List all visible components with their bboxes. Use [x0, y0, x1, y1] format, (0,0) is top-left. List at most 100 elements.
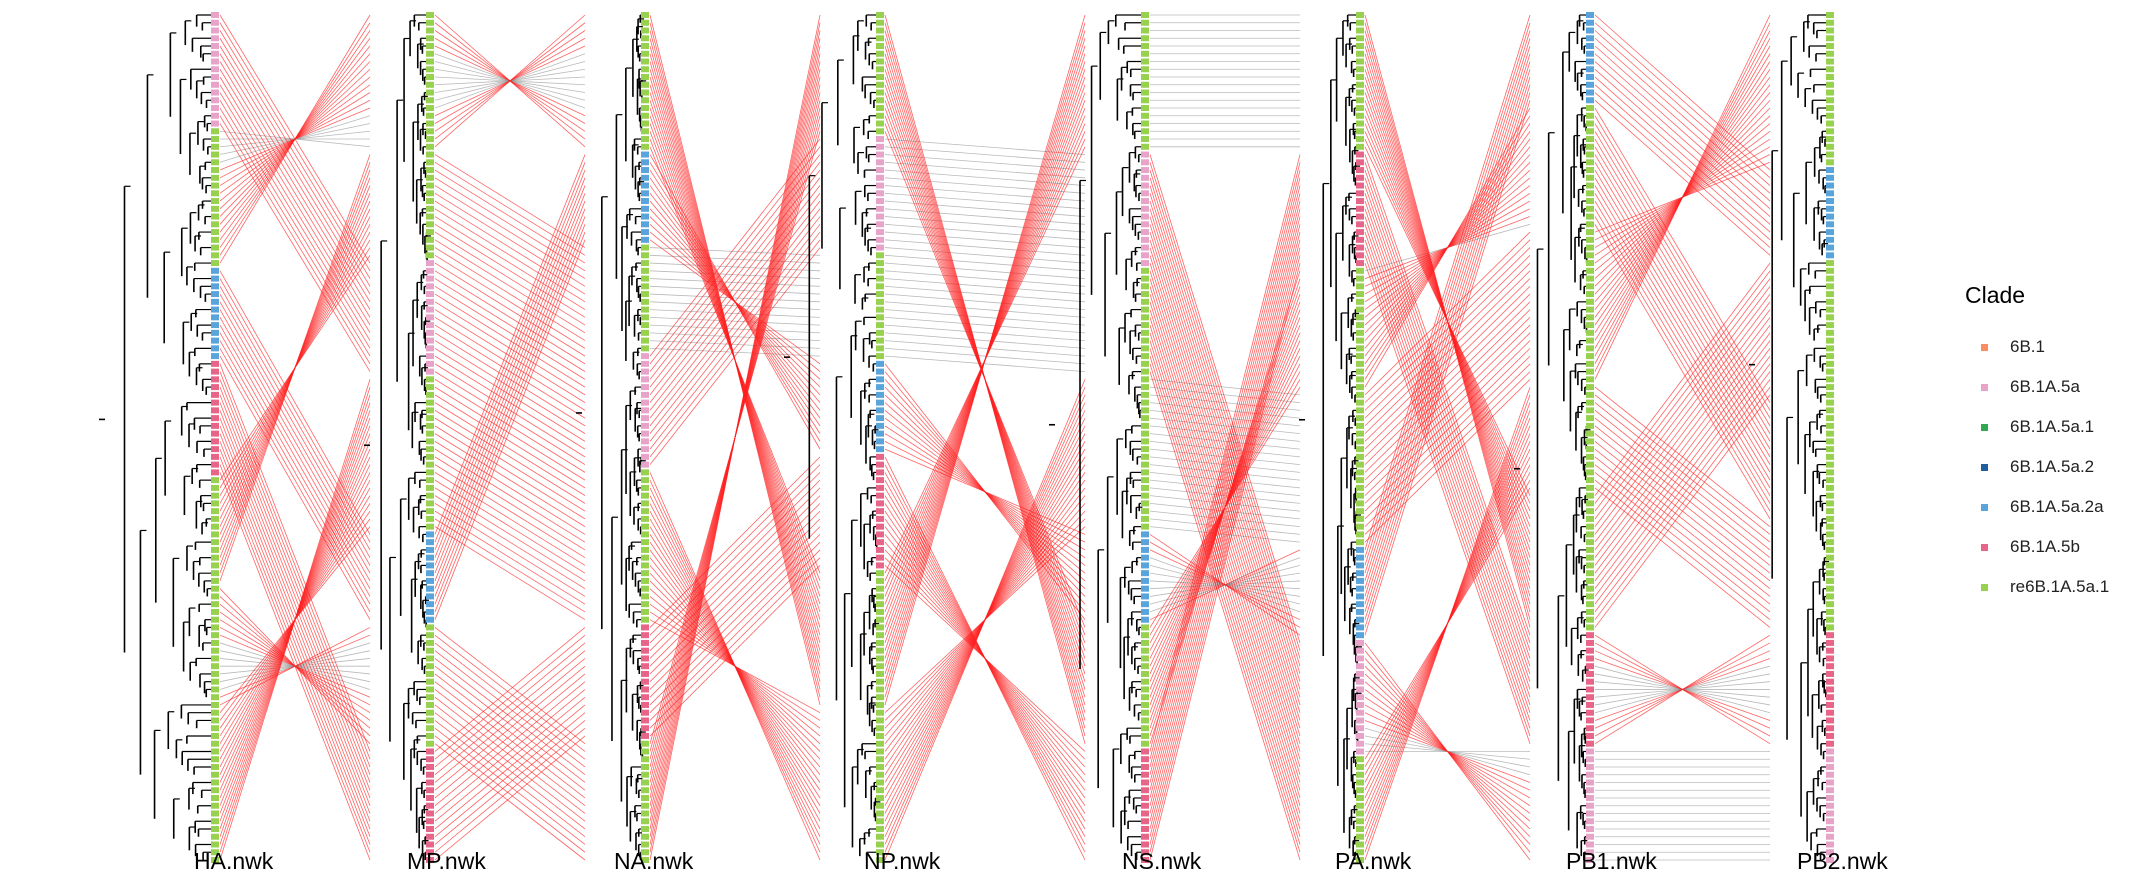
tip-marker — [1826, 833, 1834, 840]
tip-marker — [876, 353, 884, 360]
tip-marker — [641, 810, 649, 817]
tip-marker — [876, 105, 884, 112]
tip-marker — [876, 252, 884, 259]
tip-marker — [1826, 260, 1834, 267]
tip-marker — [1141, 105, 1149, 112]
tip-marker — [876, 415, 884, 422]
tip-marker — [641, 205, 649, 212]
tip-marker — [1826, 608, 1834, 615]
tip-marker — [641, 601, 649, 608]
tip-marker — [1141, 794, 1149, 801]
tip-marker — [1141, 686, 1149, 693]
tip-marker — [1141, 267, 1149, 274]
tip-marker — [211, 74, 219, 81]
tip-marker — [426, 717, 434, 724]
tip-marker — [876, 546, 884, 553]
tip-marker — [211, 422, 219, 429]
tip-marker — [211, 554, 219, 561]
tip-marker — [426, 678, 434, 685]
tip-marker — [876, 128, 884, 135]
tip-marker — [1141, 58, 1149, 65]
tip-marker — [1141, 438, 1149, 445]
tip-marker — [211, 562, 219, 569]
tip-marker — [1586, 523, 1594, 530]
tip-marker — [1586, 802, 1594, 809]
tip-marker — [876, 174, 884, 181]
tip-marker — [1586, 399, 1594, 406]
tip-marker — [1826, 787, 1834, 794]
tip-marker — [211, 539, 219, 546]
tip-marker — [1141, 74, 1149, 81]
tip-marker — [876, 585, 884, 592]
legend-item: 6B.1A.5a.2 — [1965, 447, 2140, 487]
tip-marker — [641, 337, 649, 344]
tip-marker — [1586, 624, 1594, 631]
tip-marker — [211, 391, 219, 398]
tip-marker — [1141, 818, 1149, 825]
tip-marker — [876, 322, 884, 329]
tip-marker — [876, 43, 884, 50]
tip-marker — [1141, 236, 1149, 243]
tip-marker — [211, 205, 219, 212]
tip-marker — [1826, 717, 1834, 724]
tip-marker — [641, 779, 649, 786]
tip-marker — [426, 825, 434, 832]
tip-marker — [211, 701, 219, 708]
tip-marker — [1141, 461, 1149, 468]
tip-marker — [1826, 329, 1834, 336]
tip-marker — [426, 430, 434, 437]
tip-marker — [1586, 686, 1594, 693]
tip-marker — [1356, 453, 1364, 460]
tip-marker — [1141, 515, 1149, 522]
tip-marker — [641, 376, 649, 383]
legend-item: 6B.1 — [1965, 327, 2140, 367]
tip-marker — [641, 159, 649, 166]
tip-marker — [641, 624, 649, 631]
tip-marker — [1141, 484, 1149, 491]
tip-marker — [876, 221, 884, 228]
tree-label-np: NP.nwk — [864, 848, 941, 874]
tip-marker — [1141, 469, 1149, 476]
tip-marker — [1141, 787, 1149, 794]
tip-marker — [426, 570, 434, 577]
tip-marker — [1356, 159, 1364, 166]
tip-marker — [426, 167, 434, 174]
tip-marker — [1141, 477, 1149, 484]
tip-marker — [1141, 198, 1149, 205]
tip-marker — [1356, 360, 1364, 367]
tip-marker — [426, 353, 434, 360]
tip-marker — [426, 322, 434, 329]
tip-marker — [426, 81, 434, 88]
tip-marker — [426, 593, 434, 600]
tip-marker — [876, 190, 884, 197]
tip-marker — [211, 484, 219, 491]
tip-marker — [1826, 585, 1834, 592]
tip-marker — [1826, 508, 1834, 515]
tip-marker — [211, 291, 219, 298]
tip-marker — [1356, 833, 1364, 840]
tip-marker — [1141, 43, 1149, 50]
tip-marker — [641, 678, 649, 685]
tip-marker — [1356, 415, 1364, 422]
tip-marker — [211, 732, 219, 739]
tip-marker — [1826, 213, 1834, 220]
tip-marker — [1586, 608, 1594, 615]
tip-marker — [641, 446, 649, 453]
tip-marker — [211, 407, 219, 414]
tip-marker — [876, 198, 884, 205]
tip-marker — [641, 663, 649, 670]
tip-marker — [1826, 857, 1834, 863]
tip-marker — [1826, 546, 1834, 553]
tip-marker — [1586, 833, 1594, 840]
tip-marker — [211, 655, 219, 662]
tip-marker — [426, 655, 434, 662]
tip-marker — [1356, 810, 1364, 817]
tip-marker — [1356, 407, 1364, 414]
tip-marker — [426, 368, 434, 375]
tip-marker — [641, 221, 649, 228]
tip-marker — [1586, 329, 1594, 336]
tip-marker — [211, 756, 219, 763]
tip-marker — [1356, 128, 1364, 135]
tip-marker — [211, 66, 219, 73]
tip-marker — [1356, 27, 1364, 34]
